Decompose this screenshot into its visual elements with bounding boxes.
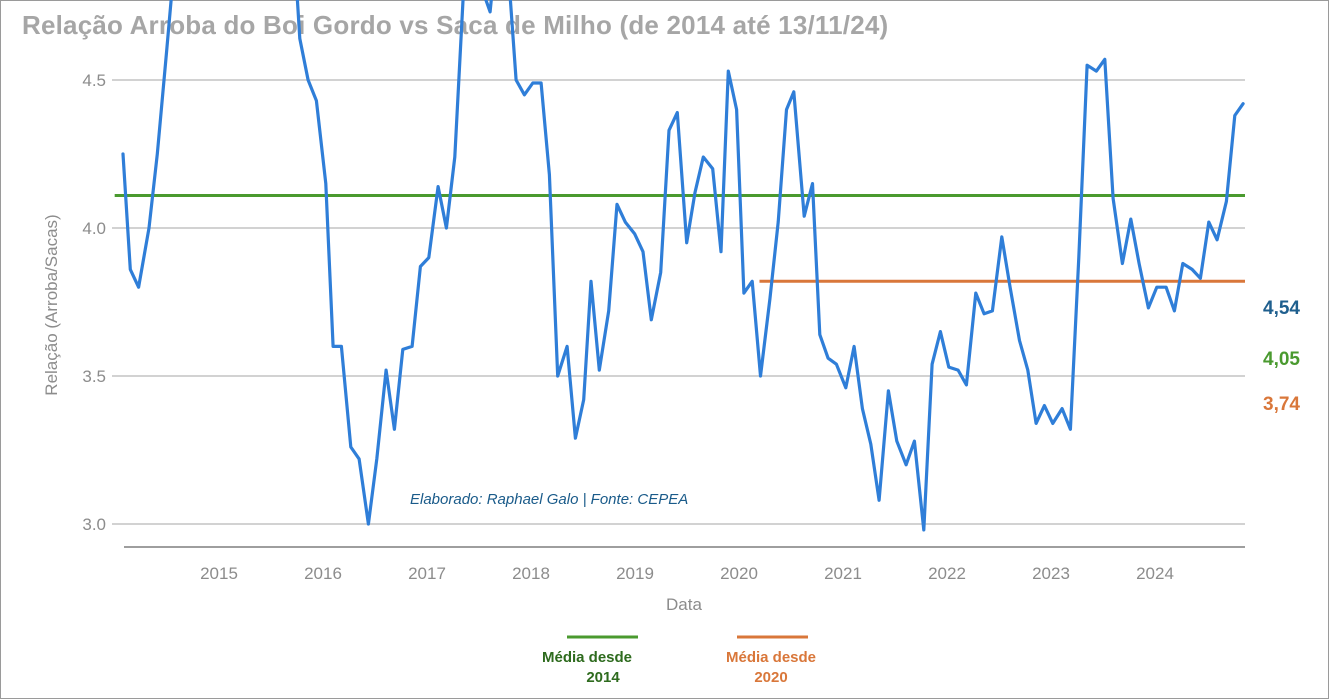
avg-2014-value-label: 4,05 (1263, 349, 1300, 370)
x-tick-2017: 2017 (408, 564, 446, 583)
x-tick-2022: 2022 (928, 564, 966, 583)
y-tick-labels: 3.03.54.04.55.05.56.0 (82, 71, 106, 534)
x-tick-2016: 2016 (304, 564, 342, 583)
y-axis-label: Relação (Arroba/Sacas) (42, 214, 61, 395)
reference-lines (114, 193, 1245, 283)
y-tick-3.0: 3.0 (82, 515, 106, 534)
x-tick-2023: 2023 (1032, 564, 1070, 583)
x-tick-2020: 2020 (720, 564, 758, 583)
y-tick-4.5: 4.5 (82, 71, 106, 90)
y-tick-3.5: 3.5 (82, 367, 106, 386)
legend: Média desde 2014 Média desde 2020 (542, 635, 816, 686)
x-tick-2021: 2021 (824, 564, 862, 583)
x-tick-2024: 2024 (1136, 564, 1174, 583)
legend-label-2020-line1: Média desde (726, 649, 816, 666)
credit-annotation: Elaborado: Raphael Galo | Fonte: CEPEA (410, 491, 688, 508)
x-axis-label: Data (666, 595, 702, 614)
chart-title: Relação Arroba do Boi Gordo vs Saca de M… (22, 10, 889, 40)
avg-2020-value-label: 3,74 (1263, 394, 1300, 415)
legend-label-2014-line1: Média desde (542, 649, 632, 666)
legend-label-2014-line2: 2014 (586, 669, 620, 686)
x-tick-2015: 2015 (200, 564, 238, 583)
grid-lines (112, 79, 1245, 525)
x-tick-2019: 2019 (616, 564, 654, 583)
legend-label-2020-line2: 2020 (754, 669, 787, 686)
x-tick-labels: 2015 2016 2017 2018 2019 2020 2021 2022 2023 2024 (200, 564, 1174, 583)
y-tick-4.0: 4.0 (82, 219, 106, 238)
series-line (121, 0, 1245, 532)
x-tick-2018: 2018 (512, 564, 550, 583)
last-value-label: 4,54 (1263, 298, 1300, 319)
